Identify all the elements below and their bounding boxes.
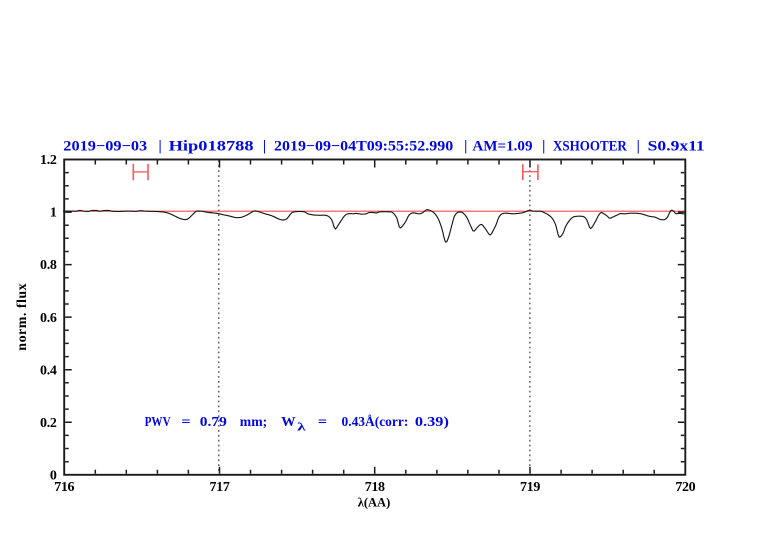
svg-text:λ: λ (297, 419, 306, 433)
svg-text:2019−09−03: 2019−09−03 (63, 139, 147, 155)
svg-text:1: 1 (50, 206, 57, 221)
svg-text:|: | (637, 139, 640, 155)
svg-text:0.43Å(corr:: 0.43Å(corr: (342, 414, 409, 430)
svg-text:718: 718 (365, 480, 385, 495)
svg-text:717: 717 (210, 480, 230, 495)
svg-text:1.2: 1.2 (40, 153, 57, 168)
svg-text:719: 719 (520, 480, 540, 495)
svg-text:PWV: PWV (145, 415, 171, 430)
svg-text:|: | (464, 139, 467, 155)
svg-text:2019−09−04T09:55:52.990: 2019−09−04T09:55:52.990 (274, 139, 453, 155)
svg-text:0.4: 0.4 (40, 363, 57, 378)
svg-text:mm;: mm; (240, 415, 267, 430)
svg-text:0.79: 0.79 (200, 415, 227, 430)
svg-text:=: = (318, 415, 327, 430)
svg-text:norm. flux: norm. flux (15, 283, 30, 350)
svg-text:XSHOOTER: XSHOOTER (553, 139, 627, 155)
svg-text:0: 0 (50, 468, 57, 483)
svg-text:716: 716 (54, 480, 74, 495)
svg-text:S0.9x11: S0.9x11 (648, 139, 705, 155)
svg-text:0.2: 0.2 (40, 416, 57, 431)
svg-text:λ(AA): λ(AA) (358, 496, 391, 510)
svg-text:|: | (542, 139, 545, 155)
svg-text:=: = (181, 415, 190, 430)
svg-text:720: 720 (675, 480, 695, 495)
svg-text:0.8: 0.8 (40, 258, 57, 273)
svg-text:Hip018788: Hip018788 (169, 139, 254, 155)
svg-text:|: | (263, 139, 266, 155)
svg-text:AM=1.09: AM=1.09 (472, 139, 532, 155)
svg-text:0.6: 0.6 (40, 311, 57, 326)
svg-text:0.39): 0.39) (415, 415, 449, 430)
svg-text:|: | (159, 139, 162, 155)
svg-text:W: W (281, 415, 296, 430)
